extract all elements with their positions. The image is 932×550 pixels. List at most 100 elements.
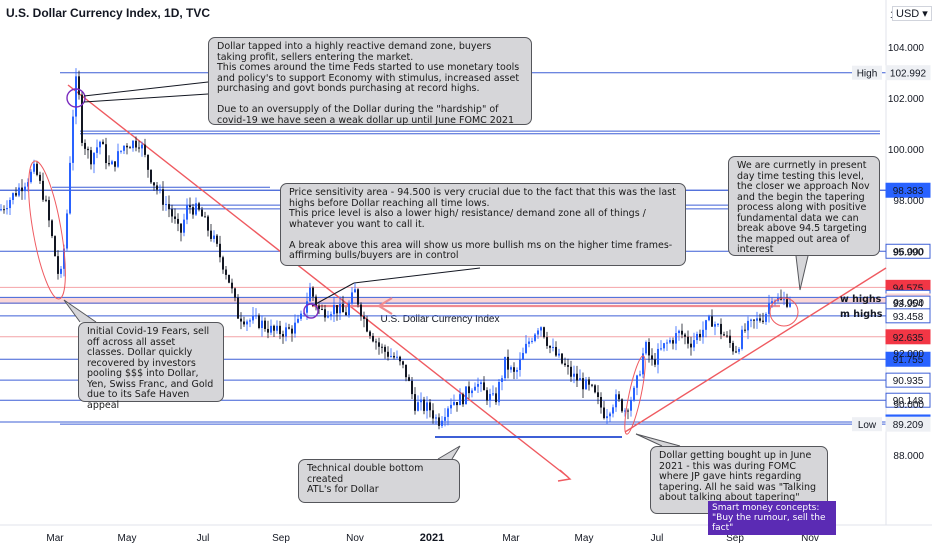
candle-body [81, 94, 83, 143]
covid-ellipse [28, 160, 66, 300]
callout-pointer [83, 81, 209, 97]
candle-body [84, 142, 86, 149]
candle-body [168, 204, 170, 210]
candle-body [759, 318, 761, 321]
candle-body [69, 162, 71, 214]
candle-body [57, 256, 59, 274]
candle-body [672, 340, 674, 344]
candle-body [720, 323, 722, 335]
candle-body [63, 248, 65, 269]
candle-body [270, 325, 272, 333]
candle-body [120, 150, 122, 152]
candle-body [219, 243, 221, 258]
candle-body [681, 330, 683, 335]
candle-body [333, 305, 335, 315]
candle-body [39, 174, 41, 181]
candle-body [525, 343, 527, 353]
candle-body [750, 319, 752, 321]
june-ellipse [624, 355, 646, 435]
x-tick-label: Mar [46, 533, 64, 544]
candle-body [261, 320, 263, 328]
candle-body [276, 325, 278, 331]
price-badge [885, 65, 931, 81]
candle-body [657, 348, 659, 365]
candle-body [246, 321, 248, 325]
candle-body [345, 312, 347, 316]
candle-body [663, 343, 665, 349]
candle-body [291, 328, 293, 334]
candle-body [498, 381, 500, 403]
candle-body [699, 333, 701, 338]
candle-body [789, 302, 791, 307]
y-tick-label: 98.000 [893, 196, 924, 207]
candle-body [486, 390, 488, 401]
candle-body [633, 387, 635, 401]
candle-body [126, 145, 128, 148]
note-feds-stimulus[interactable]: Dollar tapped into a highly reactive dem… [208, 37, 532, 125]
candle-body [294, 322, 296, 334]
candle-body [9, 199, 11, 209]
note-double-bottom[interactable]: Technical double bottom created ATL's fo… [298, 459, 460, 503]
x-tick-label: May [575, 533, 594, 544]
price-badge-label: 89.209 [893, 420, 924, 431]
candle-body [651, 355, 653, 360]
candle-body [117, 151, 119, 167]
candle-body [588, 379, 590, 385]
candle-body [336, 305, 338, 314]
candle-body [471, 390, 473, 394]
y-tick-label: 96.000 [893, 247, 924, 258]
candle-body [477, 383, 479, 387]
candle-body [129, 147, 131, 149]
candle-body [231, 282, 233, 289]
candle-body [33, 163, 35, 172]
candle-body [624, 410, 626, 412]
note-covid-fears[interactable]: Initial Covid-19 Fears, sell off across … [78, 322, 224, 410]
candle-body [543, 327, 545, 338]
candle-body [447, 408, 449, 417]
candle-body [708, 316, 710, 321]
y-tick-label: 104.000 [888, 43, 925, 54]
candle-body [348, 303, 350, 316]
y-tick-label: 94.000 [893, 298, 924, 309]
candle-body [60, 268, 62, 274]
candle-body [366, 318, 368, 332]
candle-body [300, 313, 302, 319]
candle-body [393, 355, 395, 358]
note-price-sensitivity[interactable]: Price sensitivity area - 94.500 is very … [280, 183, 686, 266]
candle-body [381, 346, 383, 348]
candle-body [342, 303, 344, 313]
candle-body [45, 199, 47, 201]
candle-body [390, 355, 392, 357]
candle-body [306, 301, 308, 313]
candle-body [522, 352, 524, 360]
candle-body [423, 399, 425, 411]
x-tick-label: 2021 [420, 532, 444, 544]
candle-body [645, 342, 647, 354]
note-pointer [311, 282, 355, 307]
note-present-day[interactable]: We are currnetly in present day time tes… [728, 156, 880, 256]
candle-body [21, 187, 23, 192]
candle-body [744, 329, 746, 331]
price-badge [885, 351, 931, 367]
candle-body [654, 359, 656, 365]
candle-body [612, 407, 614, 414]
candle-body [264, 320, 266, 329]
candle-body [510, 367, 512, 370]
uptrend-line [624, 267, 887, 433]
candle-body [717, 323, 719, 325]
candle-body [153, 182, 155, 186]
candle-body [729, 335, 731, 343]
candle-body [324, 309, 326, 318]
smart-money-tag[interactable]: Smart money concepts: "Buy the rumour, s… [708, 501, 836, 535]
level-name-badge [852, 417, 882, 432]
candle-body [357, 289, 359, 305]
candle-body [516, 369, 518, 372]
candle-body [582, 378, 584, 390]
currency-selector[interactable]: USD ▾ [892, 6, 932, 21]
candle-body [687, 336, 689, 344]
candle-body [738, 348, 740, 352]
candle-body [75, 76, 77, 117]
candle-body [249, 320, 251, 322]
candle-body [216, 235, 218, 244]
candle-body [702, 329, 704, 338]
